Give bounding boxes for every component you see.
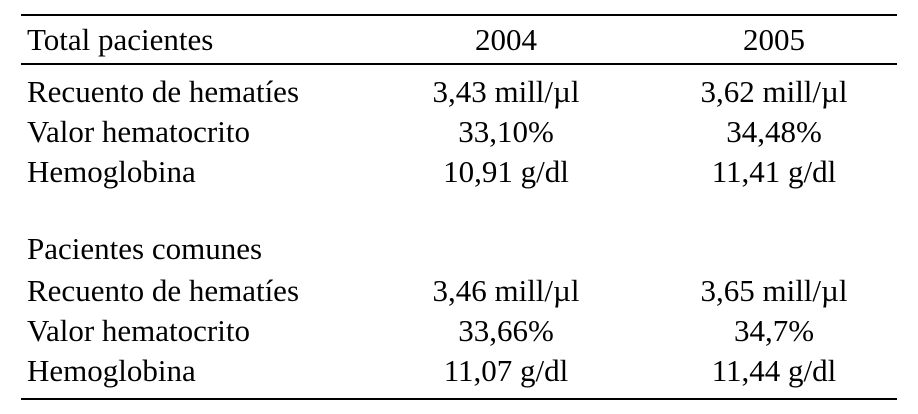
table-row: Hemoglobina 11,07 g/dl 11,44 g/dl	[21, 351, 897, 391]
value-2004: 10,91 g/dl	[443, 154, 569, 189]
value-2005: 34,48%	[726, 114, 822, 149]
value-2004: 33,66%	[458, 313, 554, 348]
value-2005: 34,7%	[733, 313, 815, 348]
table-row: Valor hematocrito 33,66% 34,7%	[21, 311, 897, 351]
table-row: Recuento de hematíes 3,43 mill/µl 3,62 m…	[21, 72, 897, 112]
row-label: Recuento de hematíes	[27, 74, 300, 109]
header-rule	[21, 63, 897, 65]
bottom-rule	[21, 398, 897, 400]
row-label: Valor hematocrito	[27, 313, 250, 348]
section-title: Pacientes comunes	[21, 229, 897, 269]
header-2005: 2005	[743, 22, 805, 57]
header-2004: 2004	[475, 22, 537, 57]
table-row: Valor hematocrito 33,10% 34,48%	[21, 112, 897, 152]
row-label: Valor hematocrito	[27, 114, 250, 149]
row-label: Hemoglobina	[27, 154, 196, 189]
section-title-label: Pacientes comunes	[27, 231, 263, 266]
value-2005: 11,44 g/dl	[711, 353, 837, 388]
row-label: Recuento de hematíes	[27, 273, 300, 308]
row-label: Hemoglobina	[27, 353, 196, 388]
value-2005: 11,41 g/dl	[711, 154, 837, 189]
top-rule	[21, 14, 897, 16]
value-2005: 3,65 mill/µl	[700, 273, 848, 308]
table-row: Hemoglobina 10,91 g/dl 11,41 g/dl	[21, 152, 897, 192]
value-2005: 3,62 mill/µl	[700, 74, 848, 109]
value-2004: 33,10%	[458, 114, 554, 149]
header-label: Total pacientes	[27, 22, 214, 57]
value-2004: 3,46 mill/µl	[432, 273, 580, 308]
value-2004: 11,07 g/dl	[443, 353, 569, 388]
data-table: Total pacientes 2004 2005 Recuento de he…	[21, 0, 897, 414]
table-row: Recuento de hematíes 3,46 mill/µl 3,65 m…	[21, 271, 897, 311]
header-row: Total pacientes 2004 2005	[21, 20, 897, 60]
value-2004: 3,43 mill/µl	[432, 74, 580, 109]
